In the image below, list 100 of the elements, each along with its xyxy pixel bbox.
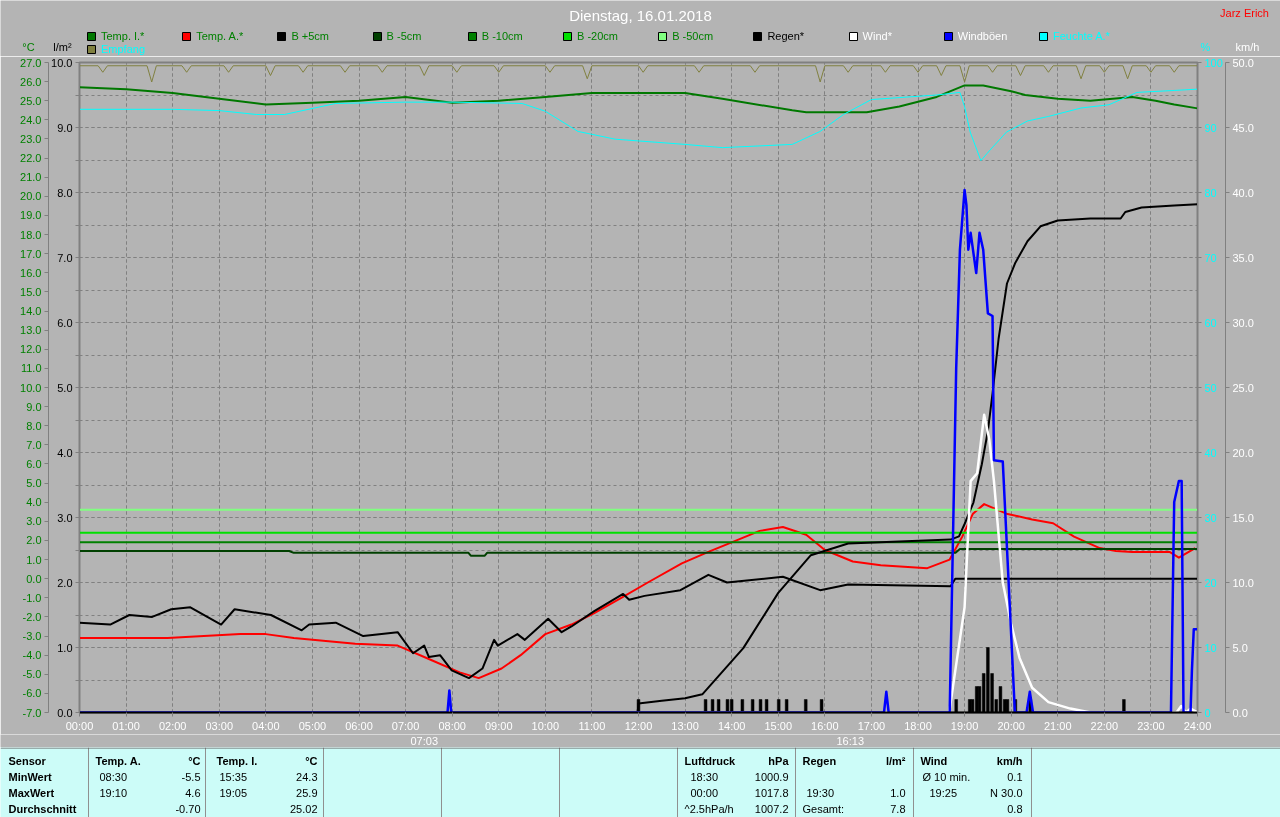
x-tick-label: 05:00	[298, 719, 327, 732]
y2-tick-label: 22.0	[20, 152, 42, 165]
y2-tick-label: -7.0	[22, 706, 42, 719]
x-tick-label: 07:00	[391, 719, 420, 732]
y-tick-label: 3.0	[57, 511, 73, 524]
legend-label: Regen*	[767, 29, 805, 42]
text: Temp. I.	[216, 754, 258, 767]
text: Luftdruck	[684, 754, 737, 767]
x-tick-label: 20:00	[997, 719, 1025, 732]
y2-tick-label: -5.0	[22, 668, 42, 681]
text: -5.5	[181, 770, 201, 783]
y2-tick-label: 9.0	[26, 400, 42, 413]
text: 18:30	[690, 770, 719, 783]
legend-label: B +5cm	[291, 29, 329, 42]
y2-tick-label: 6.0	[26, 457, 42, 470]
x-tick-label: 10:00	[531, 719, 560, 732]
x-tick-label: 17:00	[857, 719, 886, 732]
text: °C	[305, 754, 318, 767]
text: 08:30	[99, 770, 128, 783]
text: MaxWert	[8, 786, 55, 799]
y2-tick-label: 23.0	[20, 132, 42, 145]
text: 25.9	[296, 786, 318, 799]
legend-label: Temp. I.*	[101, 29, 145, 42]
y3-tick-label: 50.0	[1232, 56, 1254, 69]
x-tick-label: 02:00	[158, 719, 187, 732]
text: MinWert	[8, 770, 53, 783]
text: 19:25	[929, 786, 958, 799]
y2-tick-label: 0.0	[26, 572, 42, 585]
x-tick-label: 06:00	[345, 719, 373, 732]
text: l/m²	[885, 754, 906, 767]
y2-tick-label: 26.0	[20, 75, 42, 88]
text: 1.0	[890, 786, 906, 799]
y3-tick-label: 40.0	[1232, 186, 1254, 199]
y2-tick-label: 19.0	[20, 209, 42, 222]
x-tick-label: 23:00	[1137, 719, 1165, 732]
y-tick-label: 4.0	[57, 446, 73, 459]
y2-tick-label: -4.0	[22, 649, 42, 662]
text: 1017.8	[754, 786, 789, 799]
y2-tick-label: 12.0	[20, 343, 42, 356]
y-tick-label: 70	[1204, 251, 1217, 264]
text: Wind	[920, 754, 948, 767]
y2-tick-label: -2.0	[22, 610, 42, 623]
y-axis-title: l/m²	[53, 40, 72, 53]
y2-tick-label: 13.0	[20, 324, 42, 337]
y-tick-label: 50	[1204, 381, 1217, 394]
y-tick-label: 100	[1204, 56, 1223, 69]
y-tick-label: 2.0	[57, 576, 73, 589]
text: 00:00	[690, 786, 719, 799]
x-tick-label: 03:00	[205, 719, 234, 732]
text: 0.1	[1007, 770, 1023, 783]
y2-tick-label: 16.0	[20, 266, 42, 279]
text: 1007.2	[754, 802, 789, 815]
y2-tick-label: -1.0	[22, 591, 42, 604]
text: ^2.5hPa/h	[684, 802, 734, 815]
y-tick-label: 30	[1204, 511, 1217, 524]
text: hPa	[768, 754, 790, 767]
y2-tick-label: 27.0	[20, 56, 42, 69]
y-tick-label: 0	[1204, 706, 1211, 719]
text: 07:03	[410, 735, 439, 747]
y2-tick-label: 3.0	[26, 515, 42, 528]
x-tick-label: 19:00	[950, 719, 979, 732]
y-tick-label: 90	[1204, 121, 1217, 134]
y-tick-label: 60	[1204, 316, 1217, 329]
text: Ø 10 min.	[922, 770, 971, 783]
legend-label: B -10cm	[481, 29, 523, 42]
y-tick-label: 10	[1204, 641, 1217, 654]
x-tick-label: 08:00	[438, 719, 466, 732]
y2-tick-label: 5.0	[26, 477, 42, 490]
y3-tick-label: 15.0	[1232, 511, 1254, 524]
x-tick-label: 24:00	[1183, 719, 1212, 732]
x-tick-label: 16:00	[811, 719, 839, 732]
y-tick-label: 10.0	[51, 56, 73, 69]
y-tick-label: 7.0	[57, 251, 73, 264]
text: 1000.9	[754, 770, 789, 783]
y-tick-label: 8.0	[57, 186, 73, 199]
text: 16:13	[836, 735, 865, 747]
y3-tick-label: 30.0	[1232, 316, 1254, 329]
text: 25.02	[289, 802, 318, 815]
y-tick-label: 9.0	[57, 121, 73, 134]
text: 19:30	[806, 786, 835, 799]
text: Regen	[802, 754, 837, 767]
x-tick-label: 18:00	[904, 719, 932, 732]
y2-axis-title: °C	[22, 40, 35, 53]
text: -0.70	[175, 802, 201, 815]
y3-tick-label: 20.0	[1232, 446, 1254, 459]
text: Gesamt:	[802, 802, 845, 815]
text: Temp. A.	[95, 754, 141, 767]
x-tick-label: 13:00	[671, 719, 699, 732]
x-tick-label: 01:00	[112, 719, 140, 732]
y2-tick-label: 24.0	[20, 113, 42, 126]
y2-tick-label: 4.0	[26, 496, 42, 509]
y-tick-label: 1.0	[57, 641, 73, 654]
x-tick-label: 11:00	[578, 719, 606, 732]
y-tick-label: 80	[1204, 186, 1217, 199]
legend-label: B -5cm	[386, 29, 422, 42]
text: 4.6	[185, 786, 201, 799]
y3-tick-label: 0.0	[1232, 706, 1248, 719]
y2-tick-label: 18.0	[20, 228, 42, 241]
y-tick-label: 5.0	[57, 381, 73, 394]
text: 7.8	[890, 802, 906, 815]
